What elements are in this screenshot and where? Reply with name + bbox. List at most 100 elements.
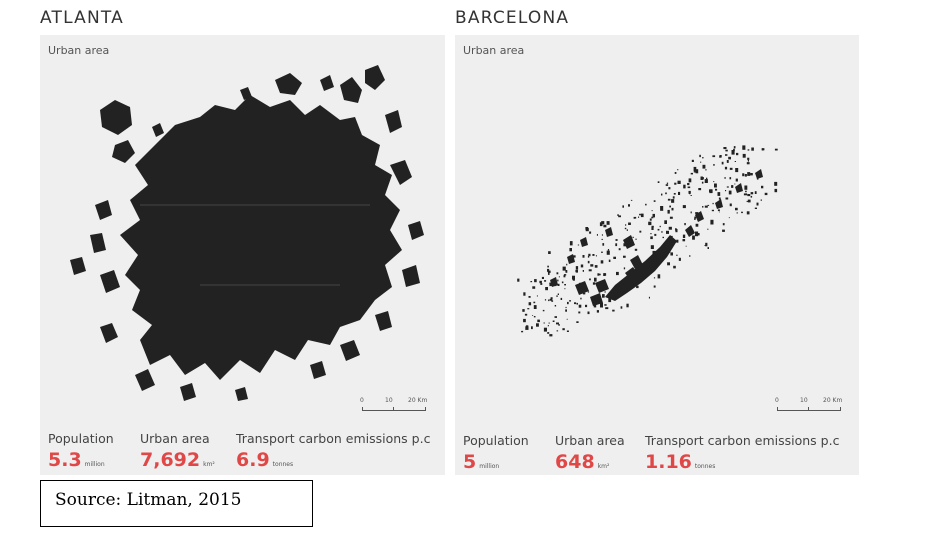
settlement-patch [547, 325, 549, 327]
settlement-patch [551, 300, 554, 302]
settlement-patch [604, 291, 606, 293]
settlement-patch [704, 245, 706, 246]
settlement-patch [565, 270, 568, 273]
settlement-patch [650, 245, 654, 249]
settlement-patch [604, 304, 607, 306]
settlement-patch [707, 247, 709, 249]
settlement-patch [636, 285, 639, 289]
settlement-patch [726, 186, 729, 188]
settlement-patch [652, 250, 656, 256]
settlement-patch [562, 266, 566, 271]
settlement-patch [595, 255, 597, 257]
settlement-patch [615, 294, 618, 297]
settlement-patch [651, 210, 653, 212]
settlement-patch [596, 234, 598, 236]
settlement-patch [689, 255, 691, 257]
settlement-patch [589, 231, 592, 234]
settlement-patch [569, 300, 571, 302]
stat-value: 5.3 [48, 449, 82, 471]
atlanta-urban-area-stat: Urban area 7,692 km² [140, 431, 215, 471]
settlement-patch [667, 248, 671, 253]
settlement-patch [522, 309, 525, 312]
settlement-patch [669, 205, 671, 208]
barcelona-urban-area-stat: Urban area 648 km² [555, 433, 625, 473]
stat-unit: million [479, 463, 500, 470]
settlement-patch [582, 242, 586, 246]
settlement-patch [564, 288, 566, 290]
settlement-patch [557, 279, 559, 282]
settlement-patch [534, 279, 537, 283]
settlement-patch [661, 231, 663, 233]
settlement-patch [667, 209, 670, 214]
settlement-patch [677, 169, 679, 171]
settlement-patch [558, 324, 560, 326]
atlanta-scale-bar: 0 10 20 Km [360, 397, 440, 419]
settlement-patch [650, 233, 652, 235]
settlement-patch [736, 152, 739, 156]
settlement-patch [729, 177, 732, 180]
settlement-patch [760, 199, 762, 201]
settlement-patch [530, 281, 533, 283]
settlement-patch [587, 291, 590, 293]
settlement-patch [542, 309, 545, 312]
settlement-patch [565, 270, 567, 272]
settlement-patch [717, 192, 721, 196]
settlement-patch [723, 147, 727, 150]
settlement-patch [653, 285, 656, 288]
settlement-patch [554, 316, 557, 318]
settlement-patch [744, 185, 748, 190]
settlement-patch [603, 273, 605, 276]
settlement-patch [626, 229, 628, 231]
barcelona-emissions-stat: Transport carbon emissions p.c 1.16 tonne… [645, 433, 839, 473]
settlement-patch [652, 213, 655, 218]
settlement-patch [678, 257, 681, 261]
settlement-patch [605, 307, 609, 310]
settlement-patch [750, 173, 753, 176]
settlement-patch [628, 222, 631, 225]
settlement-patch [532, 315, 534, 316]
settlement-patch [626, 303, 629, 308]
settlement-patch [547, 265, 549, 268]
settlement-patch [585, 227, 589, 232]
settlement-patch [563, 275, 566, 278]
settlement-patch [645, 203, 647, 206]
settlement-patch [693, 171, 697, 173]
settlement-patch [742, 173, 745, 177]
settlement-patch [548, 251, 551, 254]
settlement-patch [533, 305, 537, 309]
settlement-patch [653, 200, 656, 202]
settlement-patch [666, 182, 669, 184]
settlement-patch [557, 283, 560, 286]
settlement-patch [598, 273, 601, 276]
scale-tick-label: 10 [800, 397, 808, 404]
settlement-patch [615, 239, 618, 241]
settlement-patch [612, 309, 615, 312]
settlement-patch [539, 280, 542, 284]
settlement-patch [625, 224, 627, 226]
settlement-patch [600, 260, 604, 264]
settlement-patch [671, 207, 674, 211]
settlement-patch [702, 164, 706, 169]
settlement-patch [725, 190, 727, 192]
settlement-patch [651, 225, 654, 228]
settlement-patch [517, 278, 520, 282]
settlement-patch [547, 270, 551, 273]
settlement-patch [575, 269, 578, 273]
settlement-patch [728, 156, 731, 160]
settlement-patch [688, 190, 691, 194]
scale-tick-label: 10 [385, 397, 393, 404]
settlement-patch [662, 236, 664, 239]
settlement-patch [578, 304, 582, 308]
settlement-patch [560, 297, 563, 300]
settlement-patch [747, 159, 749, 162]
settlement-patch [601, 221, 605, 225]
settlement-patch [729, 203, 732, 207]
settlement-patch [618, 215, 621, 218]
settlement-patch [639, 213, 641, 216]
settlement-patch [579, 282, 582, 285]
settlement-patch [718, 211, 720, 213]
settlement-patch [713, 181, 715, 183]
settlement-patch [648, 296, 650, 299]
settlement-patch [674, 172, 677, 174]
scale-tick-label: 20 Km [408, 397, 428, 404]
